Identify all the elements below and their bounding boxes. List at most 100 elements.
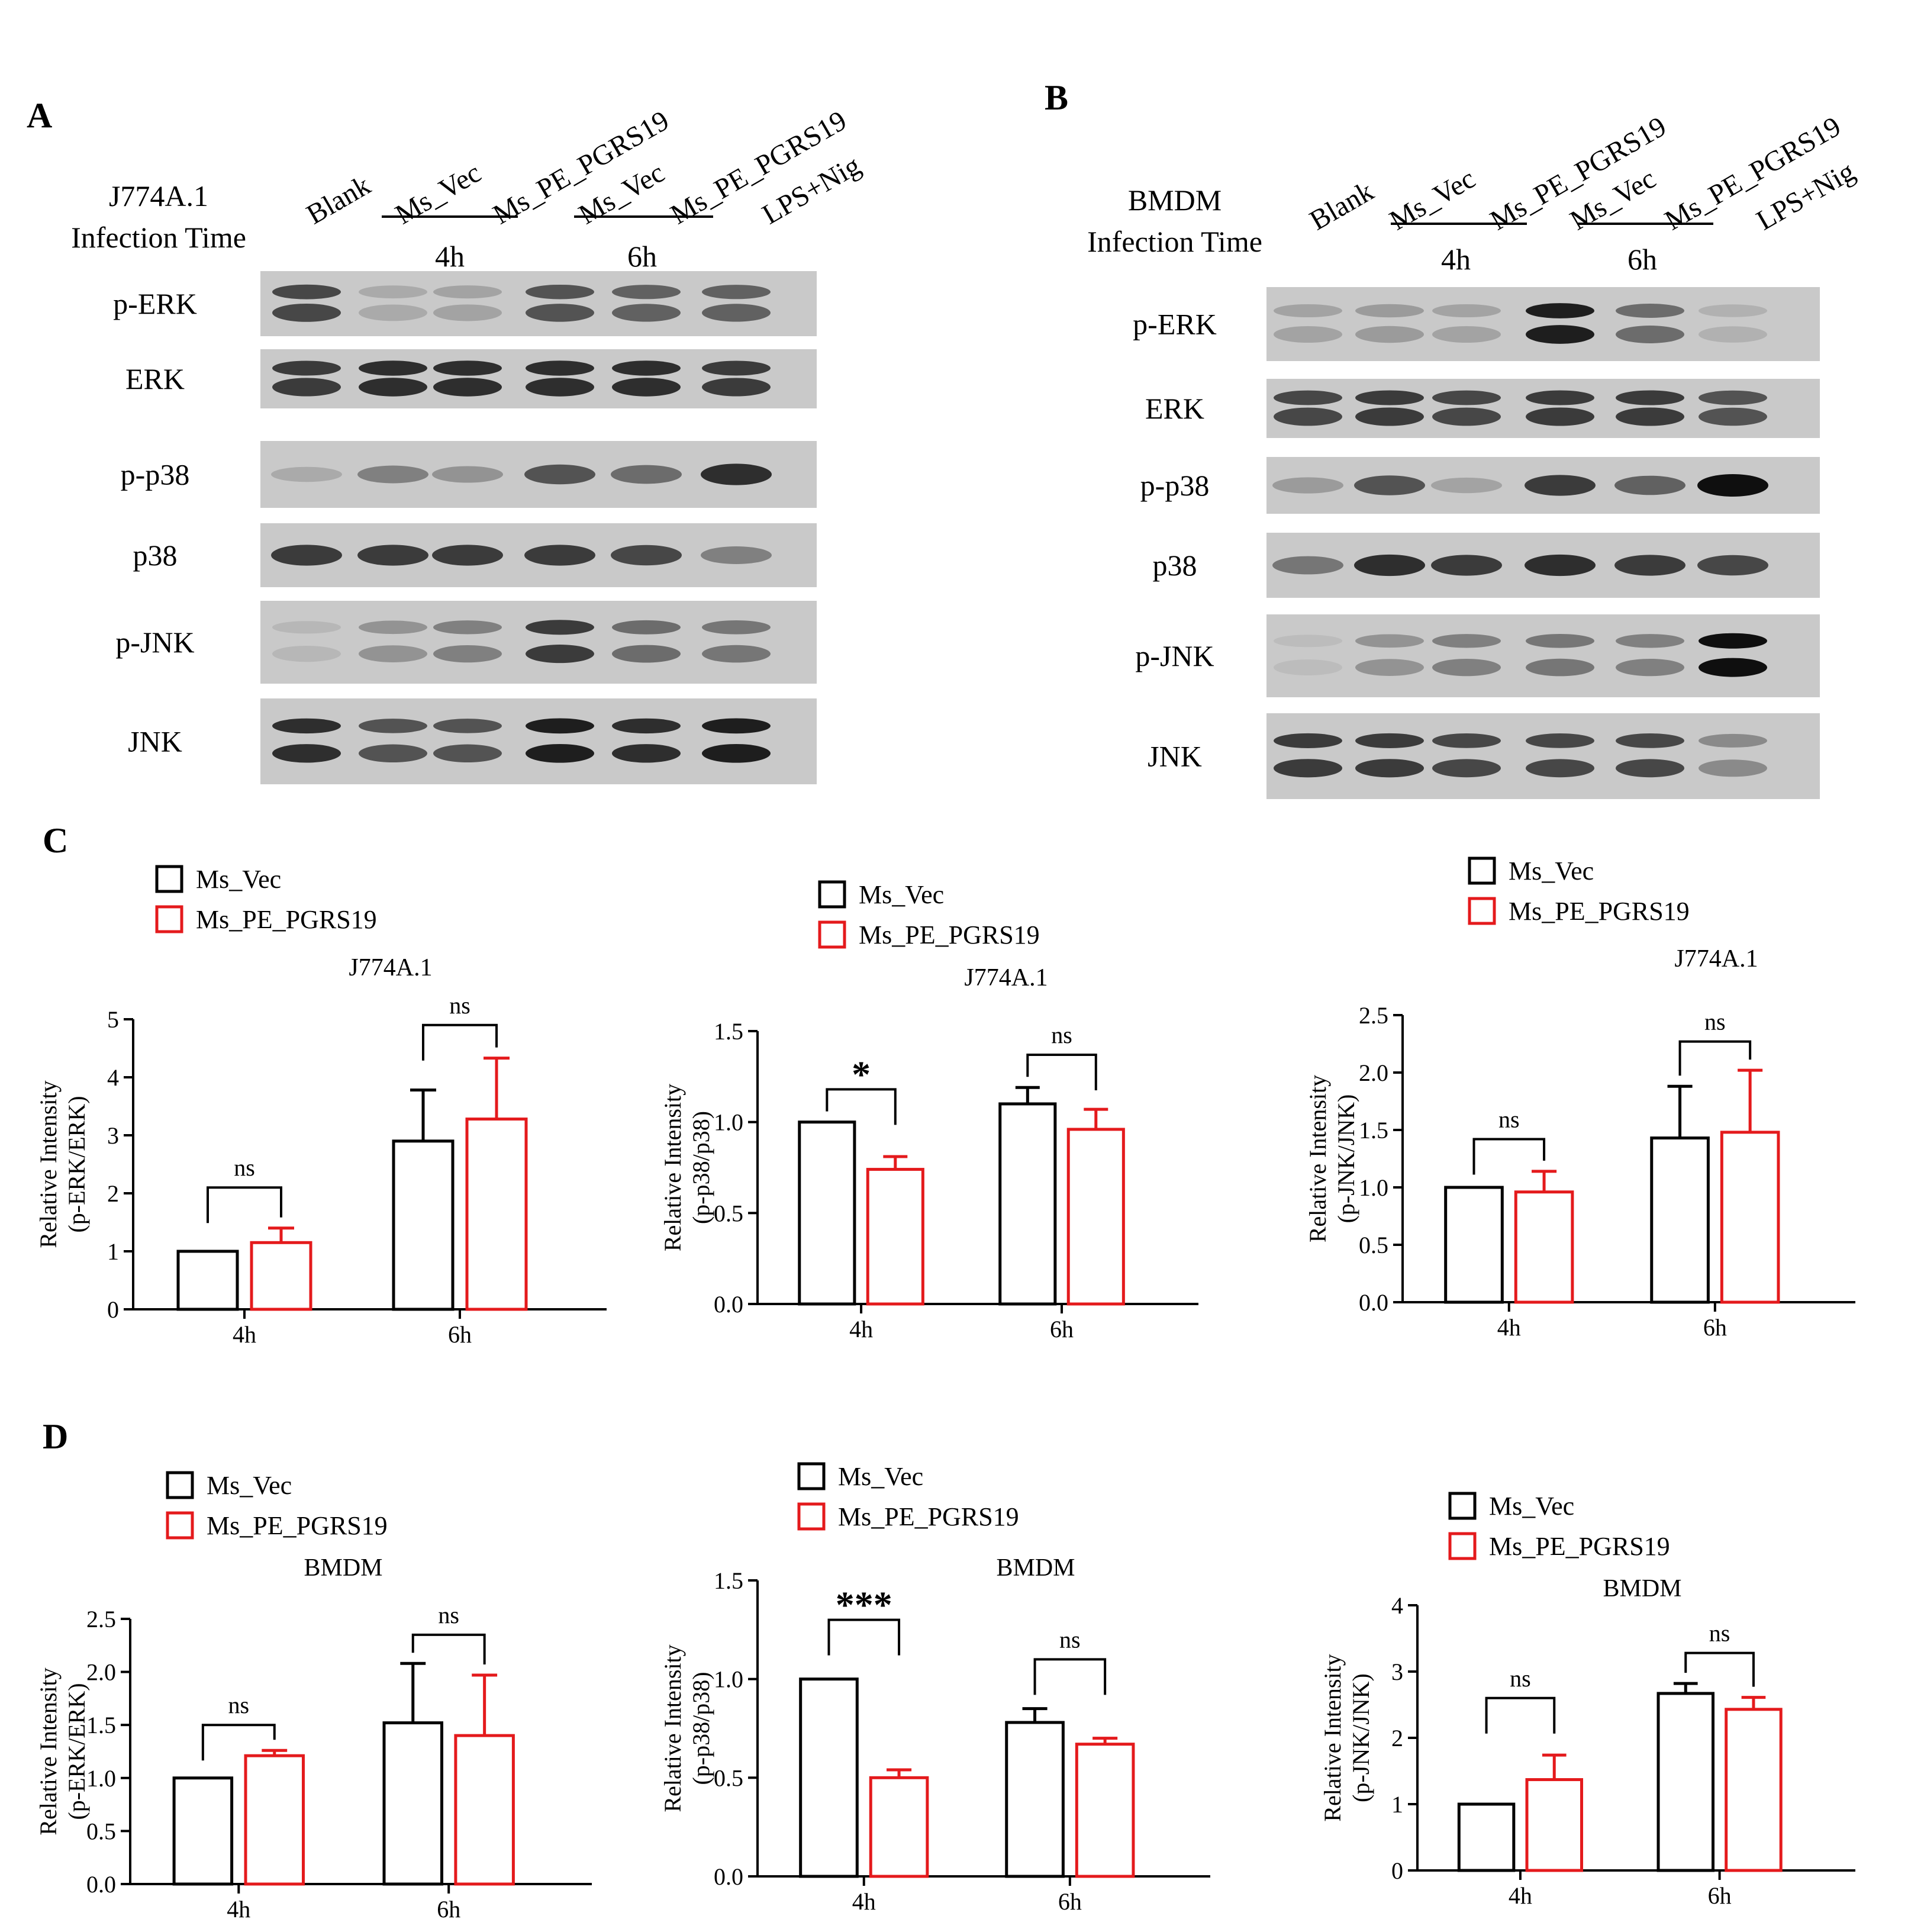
y-tick-label: 0: [107, 1296, 119, 1323]
blot-band: [272, 360, 341, 376]
blot-header-line: BMDM: [1128, 183, 1222, 217]
blot-band: [612, 744, 681, 763]
panel-letter-a: A: [27, 96, 52, 135]
y-axis-title: (p-ERK/ERK): [63, 1096, 90, 1232]
x-tick-label: 6h: [1703, 1314, 1727, 1341]
blot-band: [702, 285, 771, 300]
lane-label: Ms_Vec: [390, 157, 486, 231]
legend-label: Ms_Vec: [196, 865, 281, 894]
bar: [1005, 1721, 1065, 1878]
blot-band: [1355, 733, 1424, 748]
x-tick-label: 4h: [233, 1321, 256, 1348]
protein-label: p-ERK: [113, 287, 197, 320]
blot-band: [1274, 326, 1342, 343]
blot-band: [1526, 325, 1594, 344]
y-tick-label: 3: [1391, 1659, 1403, 1685]
y-tick-label: 0.5: [1359, 1232, 1388, 1258]
blot-band: [702, 645, 771, 663]
lane-label: Blank: [301, 169, 376, 230]
bar: [172, 1776, 234, 1886]
protein-label: p38: [133, 539, 178, 572]
blot-band: [272, 646, 341, 662]
bar-chart-4: Ms_Vec Ms_PE_PGRS19 BMDM 0.0 0.5 1.0 1.5 2.0 2.5…: [35, 1471, 592, 1923]
significance-bracket: [1472, 1138, 1546, 1175]
significance-bracket: [826, 1088, 897, 1125]
blot-band: [1274, 390, 1342, 405]
x-tick-label: 6h: [1708, 1882, 1732, 1909]
protein-label: p-p38: [1140, 469, 1210, 502]
significance-bracket: [1033, 1658, 1107, 1695]
legend-label: Ms_Vec: [859, 880, 944, 909]
y-axis-title: Relative Intensity: [1319, 1654, 1346, 1821]
y-tick-label: 1.5: [1359, 1117, 1388, 1144]
blot-band: [612, 718, 681, 734]
blot-band: [359, 285, 427, 299]
blot-band: [433, 744, 502, 763]
bar: [454, 1734, 515, 1886]
bar: [1444, 1186, 1504, 1304]
blot-strip: [1266, 614, 1820, 697]
blot-band: [272, 304, 341, 322]
blot-band: [526, 620, 594, 635]
legend-label: Ms_PE_PGRS19: [207, 1511, 388, 1540]
significance-bracket: [1684, 1651, 1755, 1687]
blot-band: [1431, 477, 1502, 494]
blot-band: [1616, 390, 1684, 405]
lane-label: Blank: [1304, 175, 1379, 236]
protein-label: ERK: [125, 362, 185, 395]
blot-band: [701, 546, 772, 564]
y-tick-label: 0.5: [714, 1764, 743, 1791]
blot-band: [702, 304, 771, 322]
blot-band: [1272, 556, 1343, 575]
protein-label: p38: [1153, 549, 1197, 582]
blot-header-line: J774A.1: [109, 179, 208, 212]
chart-title: BMDM: [996, 1554, 1075, 1582]
y-tick-label: 3: [107, 1122, 119, 1149]
legend-swatch: [166, 1511, 194, 1540]
blot-band: [1616, 733, 1684, 748]
y-axis-title: Relative Intensity: [659, 1084, 686, 1251]
blot-band: [1616, 304, 1684, 318]
blot-band: [1274, 635, 1342, 648]
blot-band: [1432, 733, 1501, 748]
blot-band: [1355, 390, 1424, 405]
blot-band: [1616, 407, 1684, 426]
y-tick-label: 4: [107, 1064, 119, 1091]
legend-swatch: [818, 920, 846, 949]
blot-header-line: Infection Time: [1087, 225, 1262, 258]
blot-strip: [1266, 713, 1820, 799]
significance-bracket: [411, 1633, 486, 1664]
blot-band: [701, 463, 772, 485]
blot-band: [272, 744, 341, 763]
bar: [382, 1721, 443, 1886]
blot-band: [702, 378, 771, 397]
blot-band: [612, 645, 681, 663]
blot-band: [1354, 554, 1425, 577]
blot-band: [272, 378, 341, 397]
blot-band: [526, 304, 594, 322]
blot-band: [1526, 390, 1594, 405]
blot-band: [1274, 304, 1342, 318]
y-axis-title: Relative Intensity: [659, 1644, 686, 1812]
bar-chart-3: Ms_Vec Ms_PE_PGRS19 J774A.1 0.0 0.5 1.0 1.5 2.0…: [1304, 856, 1855, 1341]
bar-chart-5: Ms_Vec Ms_PE_PGRS19 BMDM 0.0 0.5 1.0 1.5 Relati…: [659, 1462, 1210, 1915]
y-axis-title: Relative Intensity: [35, 1667, 62, 1835]
legend-swatch: [166, 1471, 194, 1499]
significance-label: ns: [228, 1692, 250, 1718]
blot-band: [1699, 658, 1767, 677]
y-tick-label: 0.5: [714, 1200, 743, 1226]
blot-band: [1699, 326, 1767, 343]
blot-band: [1432, 304, 1501, 318]
y-axis-title: (p-p38/p38): [688, 1672, 714, 1785]
y-axis-title: Relative Intensity: [1304, 1075, 1331, 1242]
significance-label: ns: [1704, 1009, 1726, 1035]
blot-band: [612, 304, 681, 322]
blot-band: [526, 645, 594, 664]
legend-label: Ms_Vec: [1489, 1492, 1574, 1521]
legend-swatch: [155, 905, 183, 933]
legend-swatch: [1448, 1492, 1477, 1520]
lane-label: Ms_Vec: [1384, 163, 1481, 237]
blot-band: [526, 360, 594, 376]
blot-band: [433, 360, 502, 376]
